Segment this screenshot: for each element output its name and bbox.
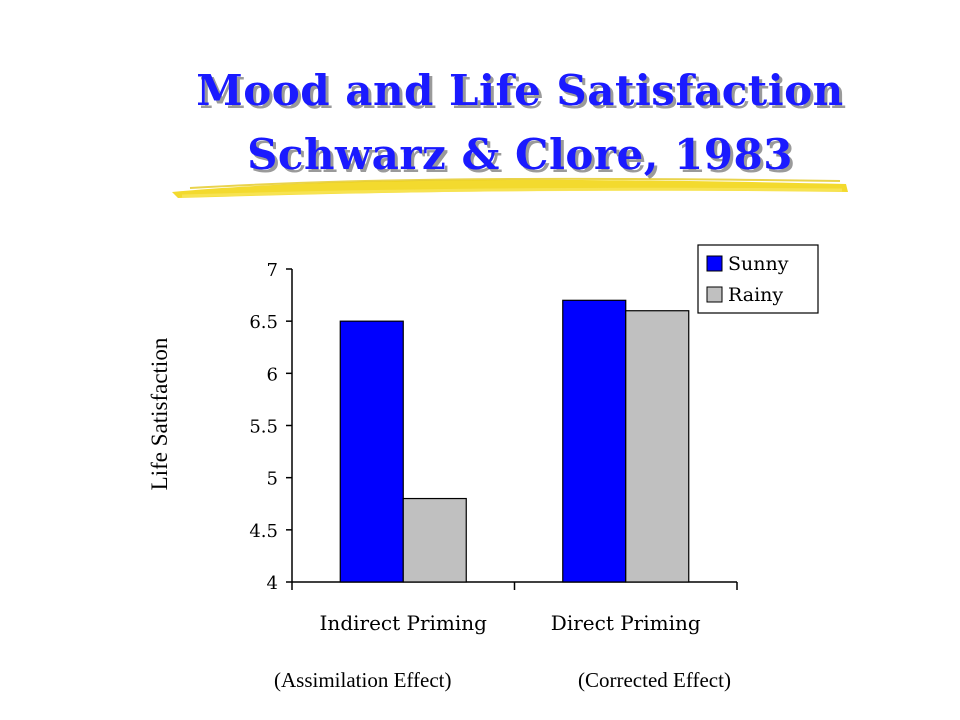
legend-label-rainy: Rainy (728, 284, 783, 306)
y-tick-label: 6.5 (249, 312, 278, 333)
y-tick-label: 6 (267, 364, 278, 385)
bar-rainy-1 (625, 310, 690, 583)
y-tick-label: 4.5 (249, 521, 278, 542)
bar-sunny-1 (562, 299, 627, 583)
annotation-assimilation: (Assimilation Effect) (274, 668, 452, 692)
bar-sunny-0 (339, 320, 404, 583)
y-tick-label: 5.5 (249, 417, 278, 438)
y-tick-label: 4 (267, 573, 278, 594)
legend-swatch-rainy (706, 286, 723, 303)
y-tick-label: 7 (267, 260, 278, 281)
category-labels: Indirect Priming Direct Priming (320, 611, 701, 635)
category-label: Indirect Priming (320, 611, 488, 635)
chart-bars (339, 299, 690, 583)
y-axis-label: Life Satisfaction (147, 337, 172, 491)
y-tick-labels: 4 4.5 5 5.5 6 6.5 7 (249, 260, 278, 594)
chart-legend: Sunny Rainy (697, 244, 819, 314)
legend-label-sunny: Sunny (728, 253, 789, 275)
y-tick-label: 5 (267, 469, 278, 490)
category-label: Direct Priming (551, 611, 701, 635)
bar-rainy-0 (402, 497, 467, 583)
annotation-corrected: (Corrected Effect) (578, 668, 731, 692)
legend-swatch-sunny (706, 255, 723, 272)
slide-title: Mood and Life Satisfaction (196, 66, 844, 115)
slide-subtitle: Schwarz & Clore, 1983 (247, 130, 793, 179)
